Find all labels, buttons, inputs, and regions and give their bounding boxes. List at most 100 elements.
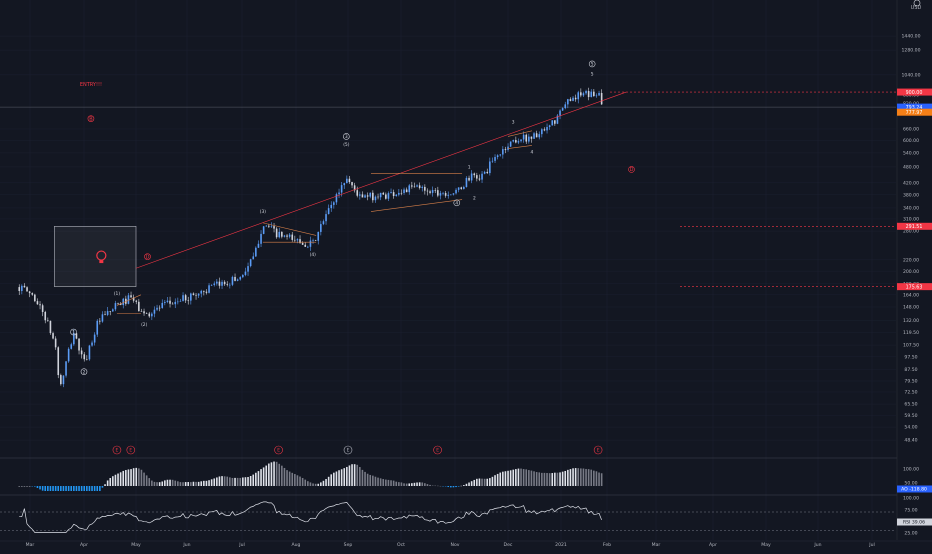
- candle-body: [39, 304, 41, 305]
- ao-bar: [323, 481, 325, 486]
- ao-bar: [551, 473, 553, 486]
- ao-bar: [362, 470, 364, 486]
- price-tick-label: 660.00: [903, 127, 919, 133]
- candle-body: [247, 266, 249, 272]
- candle-body: [359, 194, 361, 195]
- candle-body: [234, 277, 236, 281]
- ao-bar: [76, 486, 78, 491]
- candle-body: [585, 91, 587, 93]
- candle-body: [265, 226, 267, 227]
- ao-bar: [596, 471, 598, 486]
- candle-body: [385, 194, 387, 198]
- candle-body: [258, 244, 260, 248]
- ao-bar: [226, 477, 228, 486]
- candle-body: [177, 302, 179, 303]
- candle-body: [437, 190, 439, 195]
- candle-body: [382, 193, 384, 195]
- candle-body: [471, 174, 473, 181]
- ao-bar: [544, 473, 546, 486]
- ao-bar: [390, 480, 392, 486]
- price-tick-label: 87.50: [904, 367, 917, 373]
- ao-bar: [42, 486, 44, 491]
- candle-body: [510, 141, 512, 146]
- ao-bar: [593, 471, 595, 486]
- ao-bar: [291, 473, 293, 486]
- candle-body: [180, 301, 182, 302]
- ao-bar: [531, 471, 533, 486]
- candle-body: [598, 93, 600, 96]
- ao-bar: [117, 474, 119, 486]
- candle-body: [18, 287, 20, 291]
- candle-body: [341, 185, 343, 192]
- candle-body: [320, 224, 322, 232]
- ao-bar: [78, 486, 80, 491]
- ao-bar: [234, 478, 236, 486]
- candle-body: [489, 161, 491, 173]
- candle-body: [190, 293, 192, 300]
- ao-bar: [583, 469, 585, 486]
- ao-bar: [515, 469, 517, 486]
- ao-bar: [182, 482, 184, 486]
- time-tick-label: Sep: [344, 542, 353, 548]
- candle-body: [421, 187, 423, 188]
- price-badge-label: 175.63: [906, 284, 923, 290]
- price-tick-label: 600.00: [903, 138, 919, 144]
- candle-body: [419, 185, 421, 188]
- candle-body: [117, 303, 119, 304]
- candle-body: [497, 155, 499, 157]
- candle-body: [143, 311, 145, 313]
- candle-body: [551, 120, 553, 125]
- candle-body: [369, 193, 371, 197]
- candle-body: [328, 208, 330, 214]
- candle-body: [518, 141, 520, 142]
- candle-body: [375, 197, 377, 201]
- ao-bar: [120, 472, 122, 486]
- ao-bar: [590, 470, 592, 486]
- price-tick-label: 1040.00: [902, 72, 921, 78]
- ao-bar: [369, 475, 371, 486]
- candle-body: [525, 135, 527, 142]
- ao-bar: [577, 468, 579, 486]
- candle-body: [343, 183, 345, 185]
- ao-bar: [570, 469, 572, 486]
- ao-bar: [102, 486, 104, 488]
- candle-body: [395, 195, 397, 196]
- ao-bar: [193, 482, 195, 486]
- candle-body: [146, 313, 148, 314]
- candle-body: [164, 302, 166, 303]
- ao-bar: [96, 486, 98, 491]
- wave-label: 2: [83, 369, 86, 375]
- candle-body: [307, 247, 309, 248]
- ao-bar: [172, 480, 174, 486]
- ao-bar: [471, 481, 473, 486]
- candle-body: [83, 354, 85, 359]
- ao-bar: [237, 478, 239, 486]
- ao-bar: [122, 471, 124, 486]
- candle-body: [432, 190, 434, 193]
- ao-bar: [302, 478, 304, 486]
- candle-body: [312, 240, 314, 241]
- wave-label: 3: [345, 134, 348, 140]
- candle-body: [450, 195, 452, 196]
- candle-body: [237, 279, 239, 280]
- candle-body: [60, 375, 62, 384]
- ao-bar: [377, 478, 379, 486]
- candle-body: [528, 137, 530, 142]
- event-marker-label: E: [277, 448, 280, 454]
- ao-bar: [83, 486, 85, 491]
- ao-bar: [206, 481, 208, 486]
- ao-bar: [492, 477, 494, 486]
- candle-body: [250, 259, 252, 266]
- candle-body: [333, 202, 335, 205]
- ao-bar: [224, 476, 226, 486]
- price-tick-label: 420.00: [903, 180, 919, 186]
- candle-body: [531, 137, 533, 139]
- candle-body: [336, 194, 338, 202]
- candle-body: [239, 277, 241, 279]
- candle-body: [416, 185, 418, 186]
- time-tick-label: Jul: [238, 542, 245, 548]
- ao-bar: [89, 486, 91, 491]
- candle-body: [523, 135, 525, 140]
- ao-bar: [44, 486, 46, 491]
